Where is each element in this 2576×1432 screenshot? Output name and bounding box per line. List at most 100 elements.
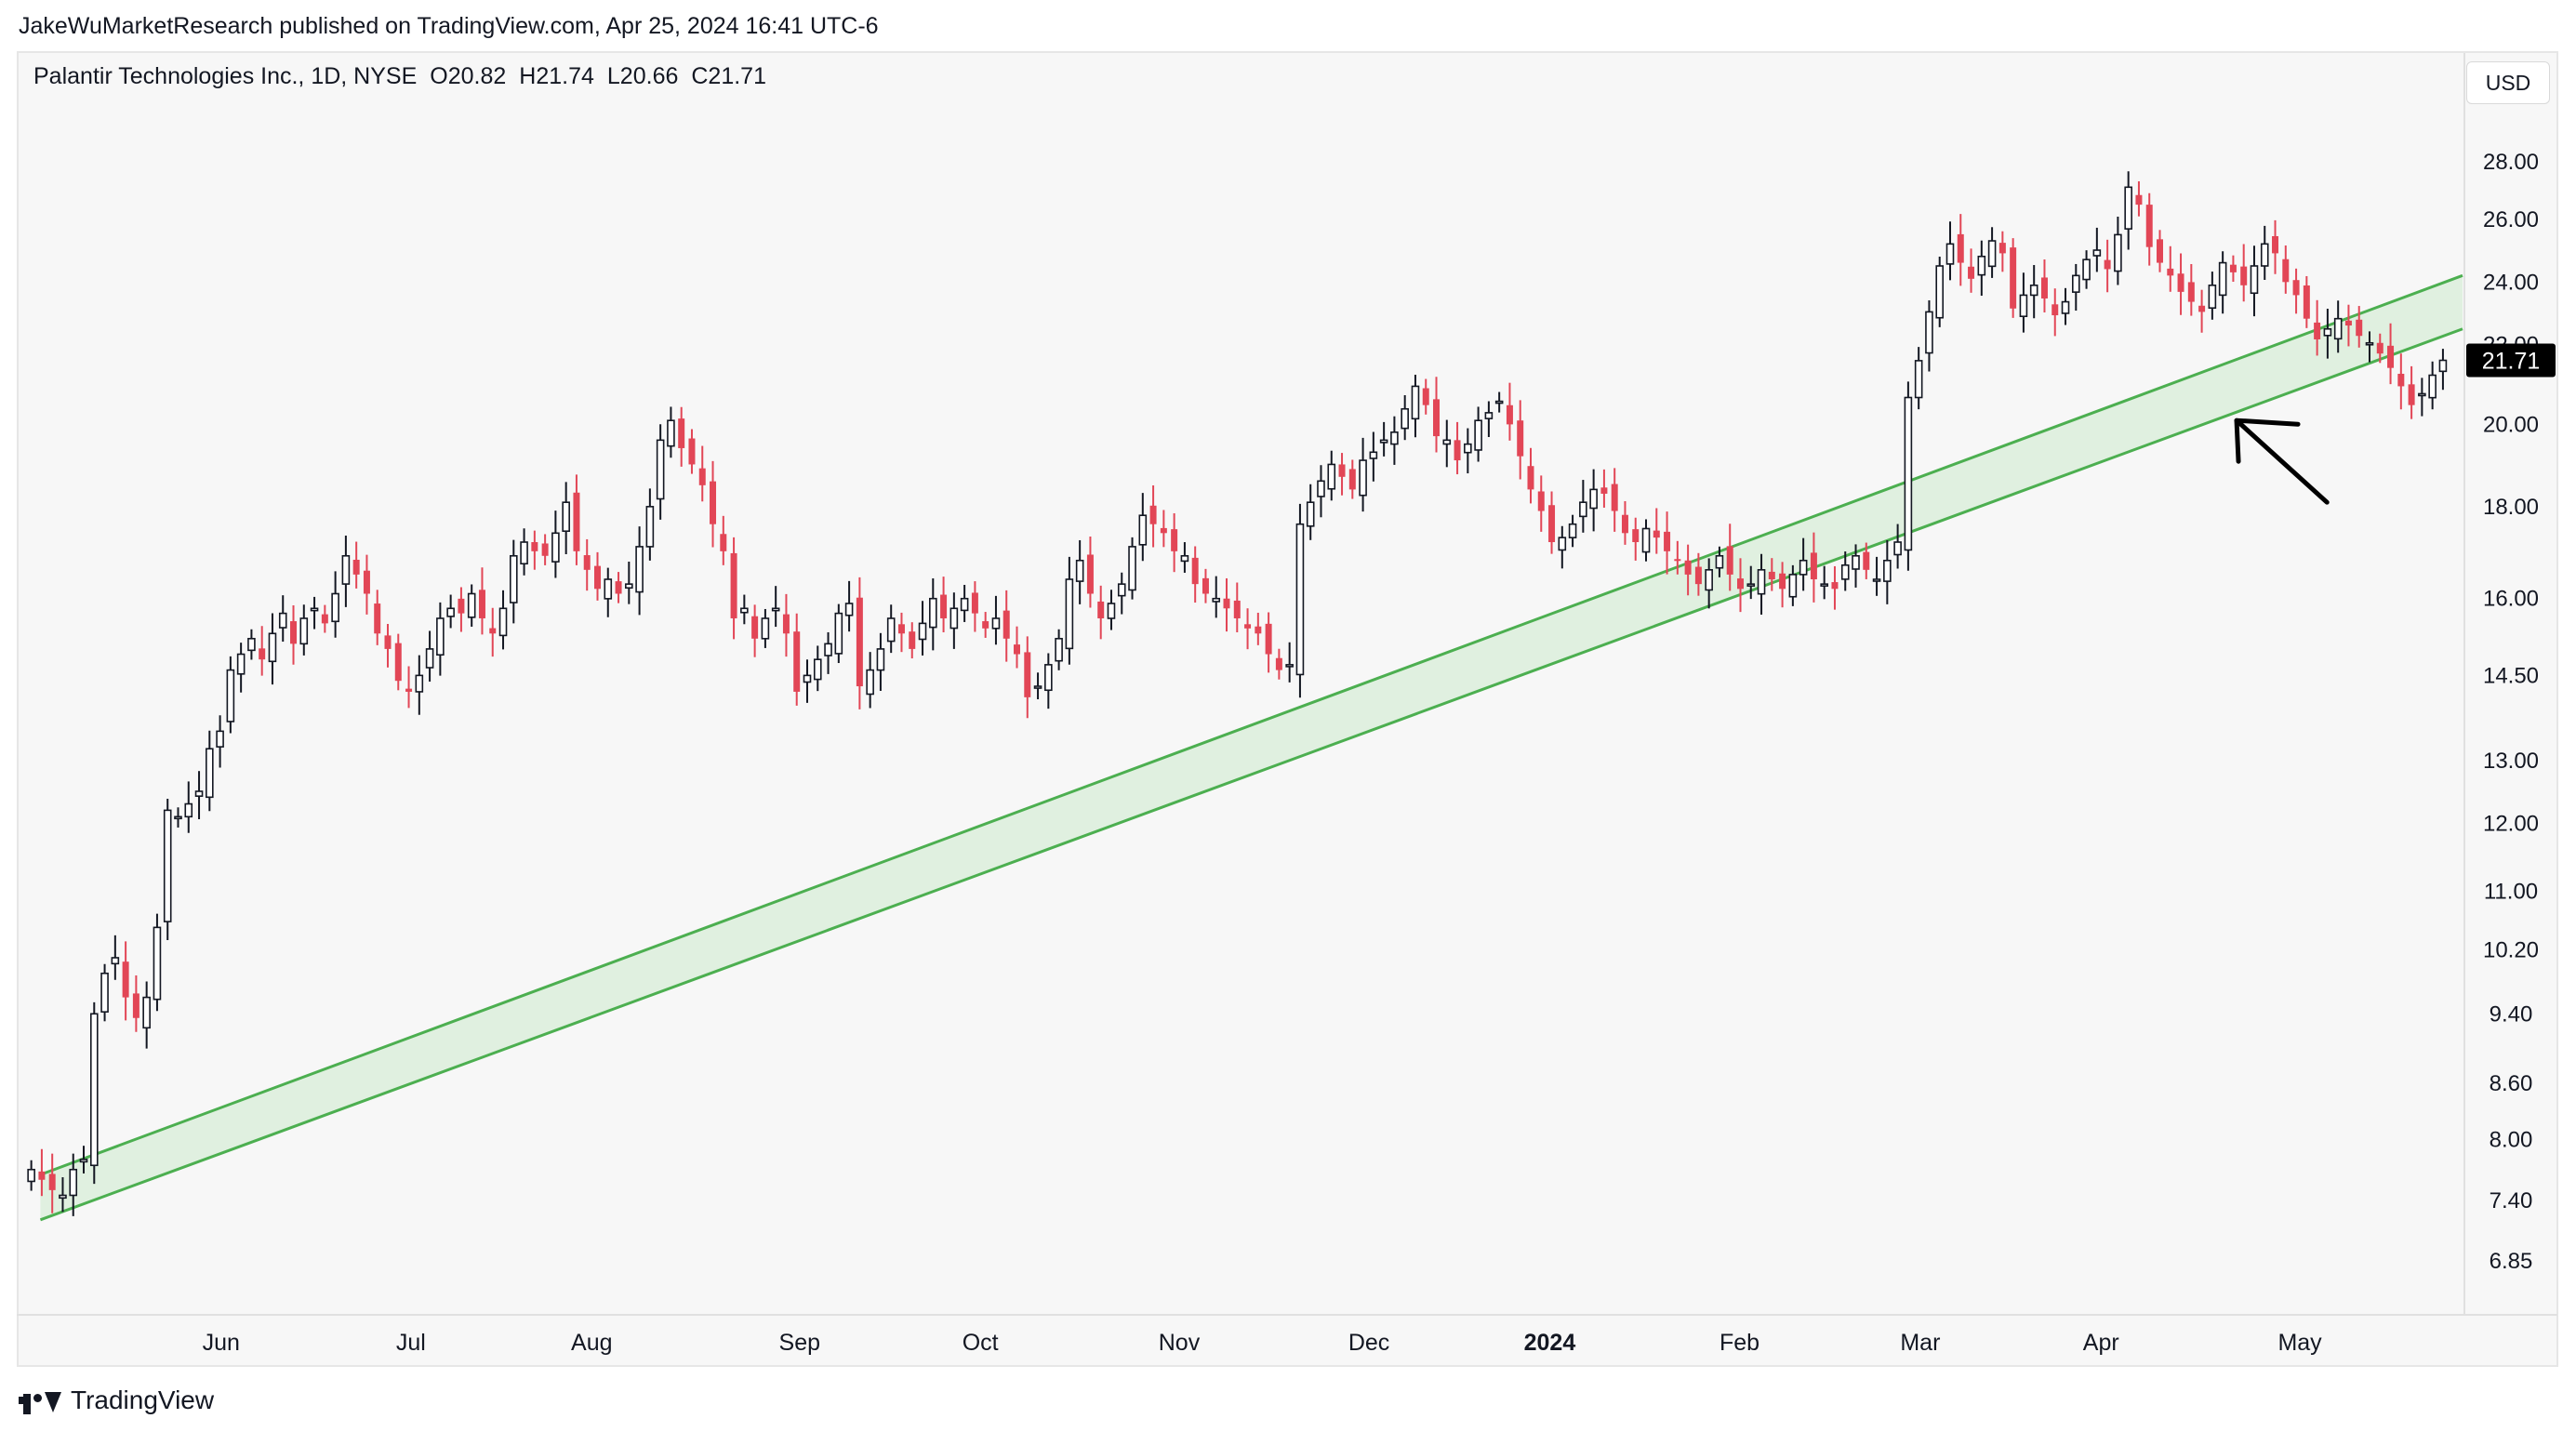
trend-channel[interactable] <box>39 273 2463 1222</box>
overlay-annotations: 22.0021.71 <box>2234 332 2556 505</box>
candle-body <box>1914 360 1923 399</box>
candle-down <box>1191 546 1199 603</box>
candle-down <box>688 429 696 474</box>
time-tick-label: Dec <box>1348 1330 1389 1356</box>
candle-down <box>1086 537 1094 608</box>
tradingview-logo-icon <box>19 1386 61 1414</box>
candle-body <box>489 628 497 634</box>
candle-body <box>59 1194 67 1200</box>
candle-down <box>2198 289 2206 333</box>
candle-body <box>2229 264 2237 272</box>
candle-body <box>132 993 139 1018</box>
candle-up <box>1746 565 1756 600</box>
candle-body <box>730 552 737 618</box>
candle-down <box>384 624 392 668</box>
candle-body <box>1285 664 1294 668</box>
time-tick-label: Jun <box>203 1330 240 1356</box>
price-tick-label: 8.00 <box>2490 1128 2533 1153</box>
candle-down <box>573 474 580 565</box>
ohlc-open: O20.82 <box>430 63 507 89</box>
candle-down <box>1684 544 1692 596</box>
candle-body <box>562 501 570 533</box>
chart-pane[interactable] <box>17 51 2558 1367</box>
candle-body <box>1674 559 1681 562</box>
candle-up <box>1107 590 1116 630</box>
candle-down <box>1998 231 2006 272</box>
candle-body <box>866 669 874 696</box>
candle-down <box>2229 255 2237 283</box>
candle-body <box>1925 311 1933 354</box>
candle-up <box>436 602 445 676</box>
candle-body <box>856 597 863 687</box>
candle-body <box>425 648 434 669</box>
time-axis-ticks: Jun Jul Aug Sep Oct Nov Dec 2024 Feb Mar Apr May <box>203 1330 2323 1356</box>
candle-up <box>645 488 655 561</box>
candle-body <box>1579 501 1587 518</box>
candle-body <box>374 603 381 634</box>
candle-body <box>803 674 812 683</box>
candle-up <box>824 631 832 674</box>
time-tick-label: Apr <box>2083 1330 2119 1356</box>
candle-body <box>2082 259 2091 281</box>
candle-down <box>541 534 549 565</box>
candle-up <box>2092 227 2102 272</box>
candle-body <box>2092 249 2102 257</box>
candle-body <box>982 621 989 629</box>
candle-down <box>1338 453 1346 496</box>
candle-down <box>1244 608 1252 650</box>
candle-down <box>1348 459 1356 499</box>
candle-body <box>2376 342 2383 354</box>
candle-body <box>1295 523 1305 676</box>
candle-down <box>1600 469 1608 508</box>
candle-body <box>1757 569 1766 595</box>
candle-body <box>1705 569 1713 591</box>
candle-body <box>1863 551 1870 570</box>
candle-down <box>1664 511 1671 575</box>
price-tick-label: 9.40 <box>2490 1001 2533 1027</box>
tradingview-logo[interactable]: TradingView <box>19 1386 214 1415</box>
candle-up <box>1558 525 1567 569</box>
candle-body <box>1893 541 1902 556</box>
candle-body <box>1653 530 1660 538</box>
price-tick-label: 11.00 <box>2484 879 2538 904</box>
candle-body <box>1537 491 1545 511</box>
candle-body <box>2272 235 2279 254</box>
candle-body <box>1149 505 1157 524</box>
candle-up <box>740 594 749 625</box>
candle-up <box>2061 287 2070 325</box>
candle-body <box>2365 341 2374 346</box>
candle-body <box>615 581 622 594</box>
channel-upper-line <box>39 273 2463 1176</box>
candle-up <box>1359 437 1367 512</box>
candle-body <box>1968 266 1975 279</box>
currency-button[interactable]: USD <box>2466 61 2550 104</box>
candle-up <box>2428 361 2437 410</box>
candle-up <box>2124 171 2132 250</box>
candle-body <box>1935 265 1945 319</box>
candle-up <box>1317 465 1325 518</box>
candle-down <box>2376 333 2383 364</box>
candle-up <box>1075 539 1084 604</box>
candle-up <box>1033 672 1042 699</box>
candle-body <box>1977 255 1986 276</box>
candle-down <box>2292 268 2300 314</box>
candle-body <box>38 1171 46 1180</box>
candle-body <box>122 961 129 998</box>
candle-body <box>1621 514 1628 534</box>
candle-down <box>478 567 485 635</box>
candle-down <box>1097 585 1105 640</box>
candle-body <box>645 506 655 548</box>
candle-body <box>1024 652 1031 697</box>
price-tick-label: 10.20 <box>2483 938 2539 963</box>
price-tick-label: 13.00 <box>2483 749 2539 774</box>
candle-body <box>1191 557 1199 585</box>
candle-body <box>2114 233 2122 272</box>
candle-body <box>1820 583 1828 587</box>
candle-body <box>2292 280 2300 296</box>
candle-up <box>89 1001 99 1185</box>
candle-down <box>909 622 916 659</box>
candle-up <box>1715 546 1724 577</box>
candle-up <box>866 652 874 709</box>
candle-up <box>2082 250 2091 289</box>
